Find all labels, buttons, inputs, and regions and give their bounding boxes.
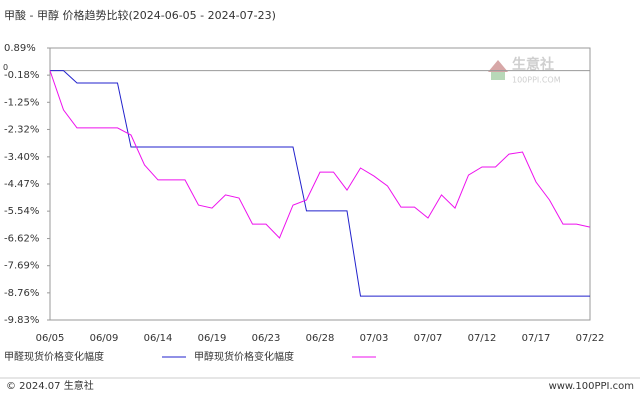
y-tick-label: -1.25% (4, 97, 39, 108)
y-tick-label: 0 (3, 63, 8, 72)
x-tick-label: 06/09 (90, 333, 119, 344)
y-tick-label: -9.83% (4, 315, 39, 326)
footer-copyright: © 2024.07 生意社 (6, 379, 94, 392)
x-tick-label: 07/22 (576, 333, 605, 344)
watermark-logo (488, 60, 508, 72)
series-line (50, 70, 590, 297)
watermark-site: 100PPI.COM (512, 76, 561, 85)
chart-title: 甲酸 - 甲醇 价格趋势比较(2024-06-05 - 2024-07-23) (4, 8, 276, 22)
x-tick-label: 06/23 (252, 333, 281, 344)
watermark: 生意社 100PPI.COM (488, 56, 561, 85)
y-tick-label: -5.54% (4, 206, 39, 217)
legend-label: 甲醇现货价格变化幅度 (194, 350, 294, 363)
x-tick-label: 06/14 (144, 333, 173, 344)
watermark-logo (491, 72, 505, 80)
x-tick-label: 07/17 (522, 333, 551, 344)
y-tick-label: -0.18% (4, 70, 39, 81)
series-line (49, 70, 591, 239)
x-tick-label: 07/12 (468, 333, 497, 344)
y-tick-label: -6.62% (4, 234, 39, 245)
y-tick-label: -3.40% (4, 152, 39, 163)
y-tick-label: -7.69% (4, 261, 39, 272)
x-tick-label: 06/05 (36, 333, 65, 344)
y-tick-label: -2.32% (4, 124, 39, 135)
y-tick-label: -4.47% (4, 179, 39, 190)
x-tick-label: 06/19 (198, 333, 227, 344)
footer-site: www.100PPI.com (549, 381, 634, 392)
legend-label: 甲醛现货价格变化幅度 (4, 350, 104, 363)
watermark-name: 生意社 (512, 56, 554, 73)
x-tick-label: 07/03 (360, 333, 389, 344)
y-tick-label: 0.89% (4, 43, 36, 54)
y-tick-label: -8.76% (4, 288, 39, 299)
x-tick-label: 07/07 (414, 333, 443, 344)
x-tick-label: 06/28 (306, 333, 335, 344)
